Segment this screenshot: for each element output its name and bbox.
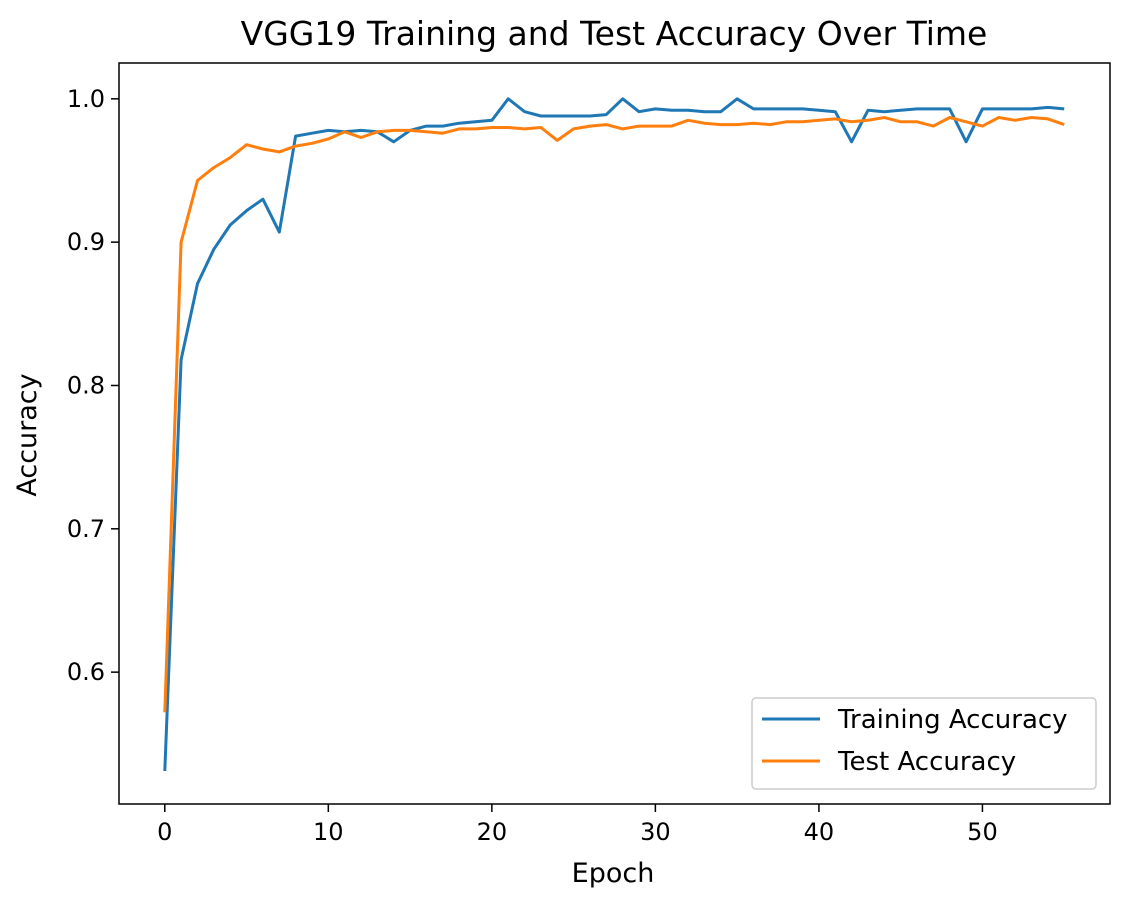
legend-box xyxy=(751,697,1097,790)
legend-label-training: Training Accuracy xyxy=(837,705,1068,735)
series-line-test xyxy=(163,116,1065,713)
x-tick-label: 0 xyxy=(157,818,172,846)
x-tick-label: 10 xyxy=(313,818,344,846)
x-tick-label: 20 xyxy=(477,818,508,846)
legend: Training Accuracy Test Accuracy xyxy=(751,697,1097,790)
plot-frame xyxy=(118,62,1111,805)
x-axis-label: Epoch xyxy=(572,858,655,889)
chart-title: VGG19 Training and Test Accuracy Over Ti… xyxy=(241,14,988,53)
y-tick-label: 0.8 xyxy=(67,371,105,399)
x-tick-label: 30 xyxy=(640,818,671,846)
x-tick-label: 40 xyxy=(804,818,835,846)
y-axis-label: Accuracy xyxy=(12,373,43,496)
y-tick-label: 0.9 xyxy=(67,228,105,256)
y-tick-label: 1.0 xyxy=(67,85,105,113)
series-line-training xyxy=(163,97,1065,772)
y-tick-label: 0.6 xyxy=(67,658,105,686)
legend-label-test: Test Accuracy xyxy=(837,747,1016,777)
y-tick-label: 0.7 xyxy=(67,515,105,543)
x-tick-label: 50 xyxy=(967,818,998,846)
